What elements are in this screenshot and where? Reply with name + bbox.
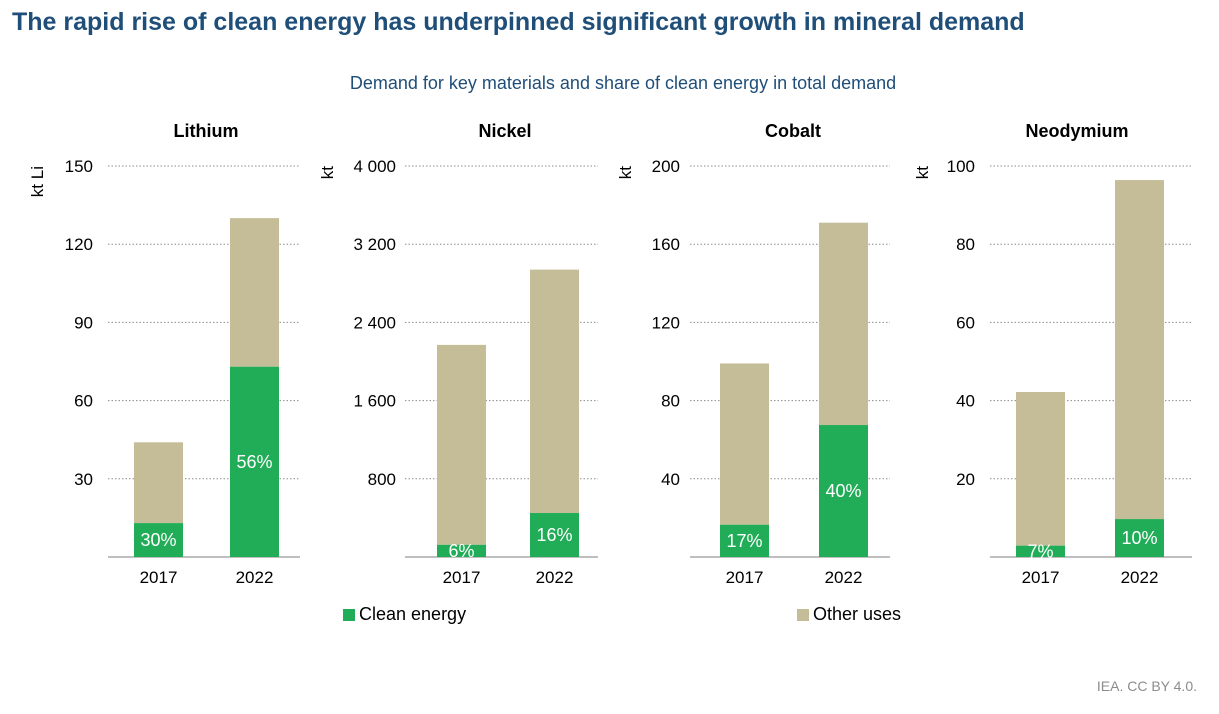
bar-clean-energy bbox=[1115, 519, 1164, 557]
y-tick-label: 160 bbox=[652, 235, 680, 254]
x-tick-label: 2022 bbox=[1121, 568, 1159, 587]
x-tick-label: 2017 bbox=[1022, 568, 1060, 587]
share-label: 7% bbox=[1027, 541, 1053, 561]
y-axis-label: kt bbox=[318, 166, 337, 180]
bar-clean-energy bbox=[1016, 545, 1065, 557]
y-tick-label: 100 bbox=[947, 157, 975, 176]
y-tick-label: 40 bbox=[956, 392, 975, 411]
bar-clean-energy bbox=[819, 425, 868, 557]
x-tick-label: 2022 bbox=[536, 568, 574, 587]
bar-other-uses bbox=[134, 442, 183, 524]
bar-other-uses bbox=[1115, 180, 1164, 520]
bar-clean-energy bbox=[437, 544, 486, 557]
bar-other-uses bbox=[230, 218, 279, 367]
share-label: 6% bbox=[448, 541, 474, 561]
x-tick-label: 2022 bbox=[825, 568, 863, 587]
y-tick-label: 120 bbox=[65, 235, 93, 254]
y-tick-label: 60 bbox=[74, 392, 93, 411]
y-tick-label: 40 bbox=[661, 470, 680, 489]
y-axis-label: kt Li bbox=[28, 166, 47, 197]
bar-other-uses bbox=[720, 363, 769, 525]
page-title: The rapid rise of clean energy has under… bbox=[12, 8, 1025, 36]
share-label: 17% bbox=[726, 531, 762, 551]
y-tick-label: 30 bbox=[74, 470, 93, 489]
panel-title: Neodymium bbox=[1025, 121, 1128, 141]
legend-swatch-clean bbox=[343, 608, 355, 621]
y-axis-label: kt bbox=[616, 166, 635, 180]
y-tick-label: 20 bbox=[956, 470, 975, 489]
legend-label: Clean energy bbox=[359, 604, 467, 624]
y-tick-label: 90 bbox=[74, 313, 93, 332]
bar-other-uses bbox=[819, 222, 868, 426]
credit: IEA. CC BY 4.0. bbox=[1096, 678, 1197, 694]
bar-other-uses bbox=[1016, 391, 1065, 546]
x-tick-label: 2017 bbox=[443, 568, 481, 587]
share-label: 30% bbox=[140, 530, 176, 550]
panel-title: Nickel bbox=[478, 121, 531, 141]
x-tick-label: 2017 bbox=[726, 568, 764, 587]
y-tick-label: 3 200 bbox=[353, 235, 396, 254]
panel-title: Cobalt bbox=[765, 121, 821, 141]
y-tick-label: 1 600 bbox=[353, 392, 396, 411]
bar-clean-energy bbox=[230, 366, 279, 557]
legend-label: Other uses bbox=[813, 604, 902, 624]
share-label: 56% bbox=[236, 452, 272, 472]
legend-swatch-other bbox=[797, 608, 809, 621]
chart-subtitle: Demand for key materials and share of cl… bbox=[349, 73, 897, 93]
y-tick-label: 200 bbox=[652, 157, 680, 176]
y-tick-label: 80 bbox=[956, 235, 975, 254]
y-axis-label: kt bbox=[913, 166, 932, 180]
bar-other-uses bbox=[530, 269, 579, 514]
y-tick-label: 800 bbox=[368, 470, 396, 489]
y-tick-label: 80 bbox=[661, 392, 680, 411]
y-tick-label: 150 bbox=[65, 157, 93, 176]
bar-clean-energy bbox=[134, 523, 183, 557]
panel-title: Lithium bbox=[174, 121, 239, 141]
share-label: 40% bbox=[825, 481, 861, 501]
x-tick-label: 2017 bbox=[140, 568, 178, 587]
bar-other-uses bbox=[437, 344, 486, 545]
y-tick-label: 120 bbox=[652, 313, 680, 332]
x-tick-label: 2022 bbox=[236, 568, 274, 587]
legend-item-clean-energy: Clean energy bbox=[343, 604, 466, 625]
share-label: 16% bbox=[536, 525, 572, 545]
y-tick-label: 4 000 bbox=[353, 157, 396, 176]
y-tick-label: 2 400 bbox=[353, 313, 396, 332]
share-label: 10% bbox=[1121, 528, 1157, 548]
bar-clean-energy bbox=[720, 524, 769, 557]
bar-clean-energy bbox=[530, 513, 579, 557]
legend-item-other-uses: Other uses bbox=[797, 604, 901, 625]
y-tick-label: 60 bbox=[956, 313, 975, 332]
